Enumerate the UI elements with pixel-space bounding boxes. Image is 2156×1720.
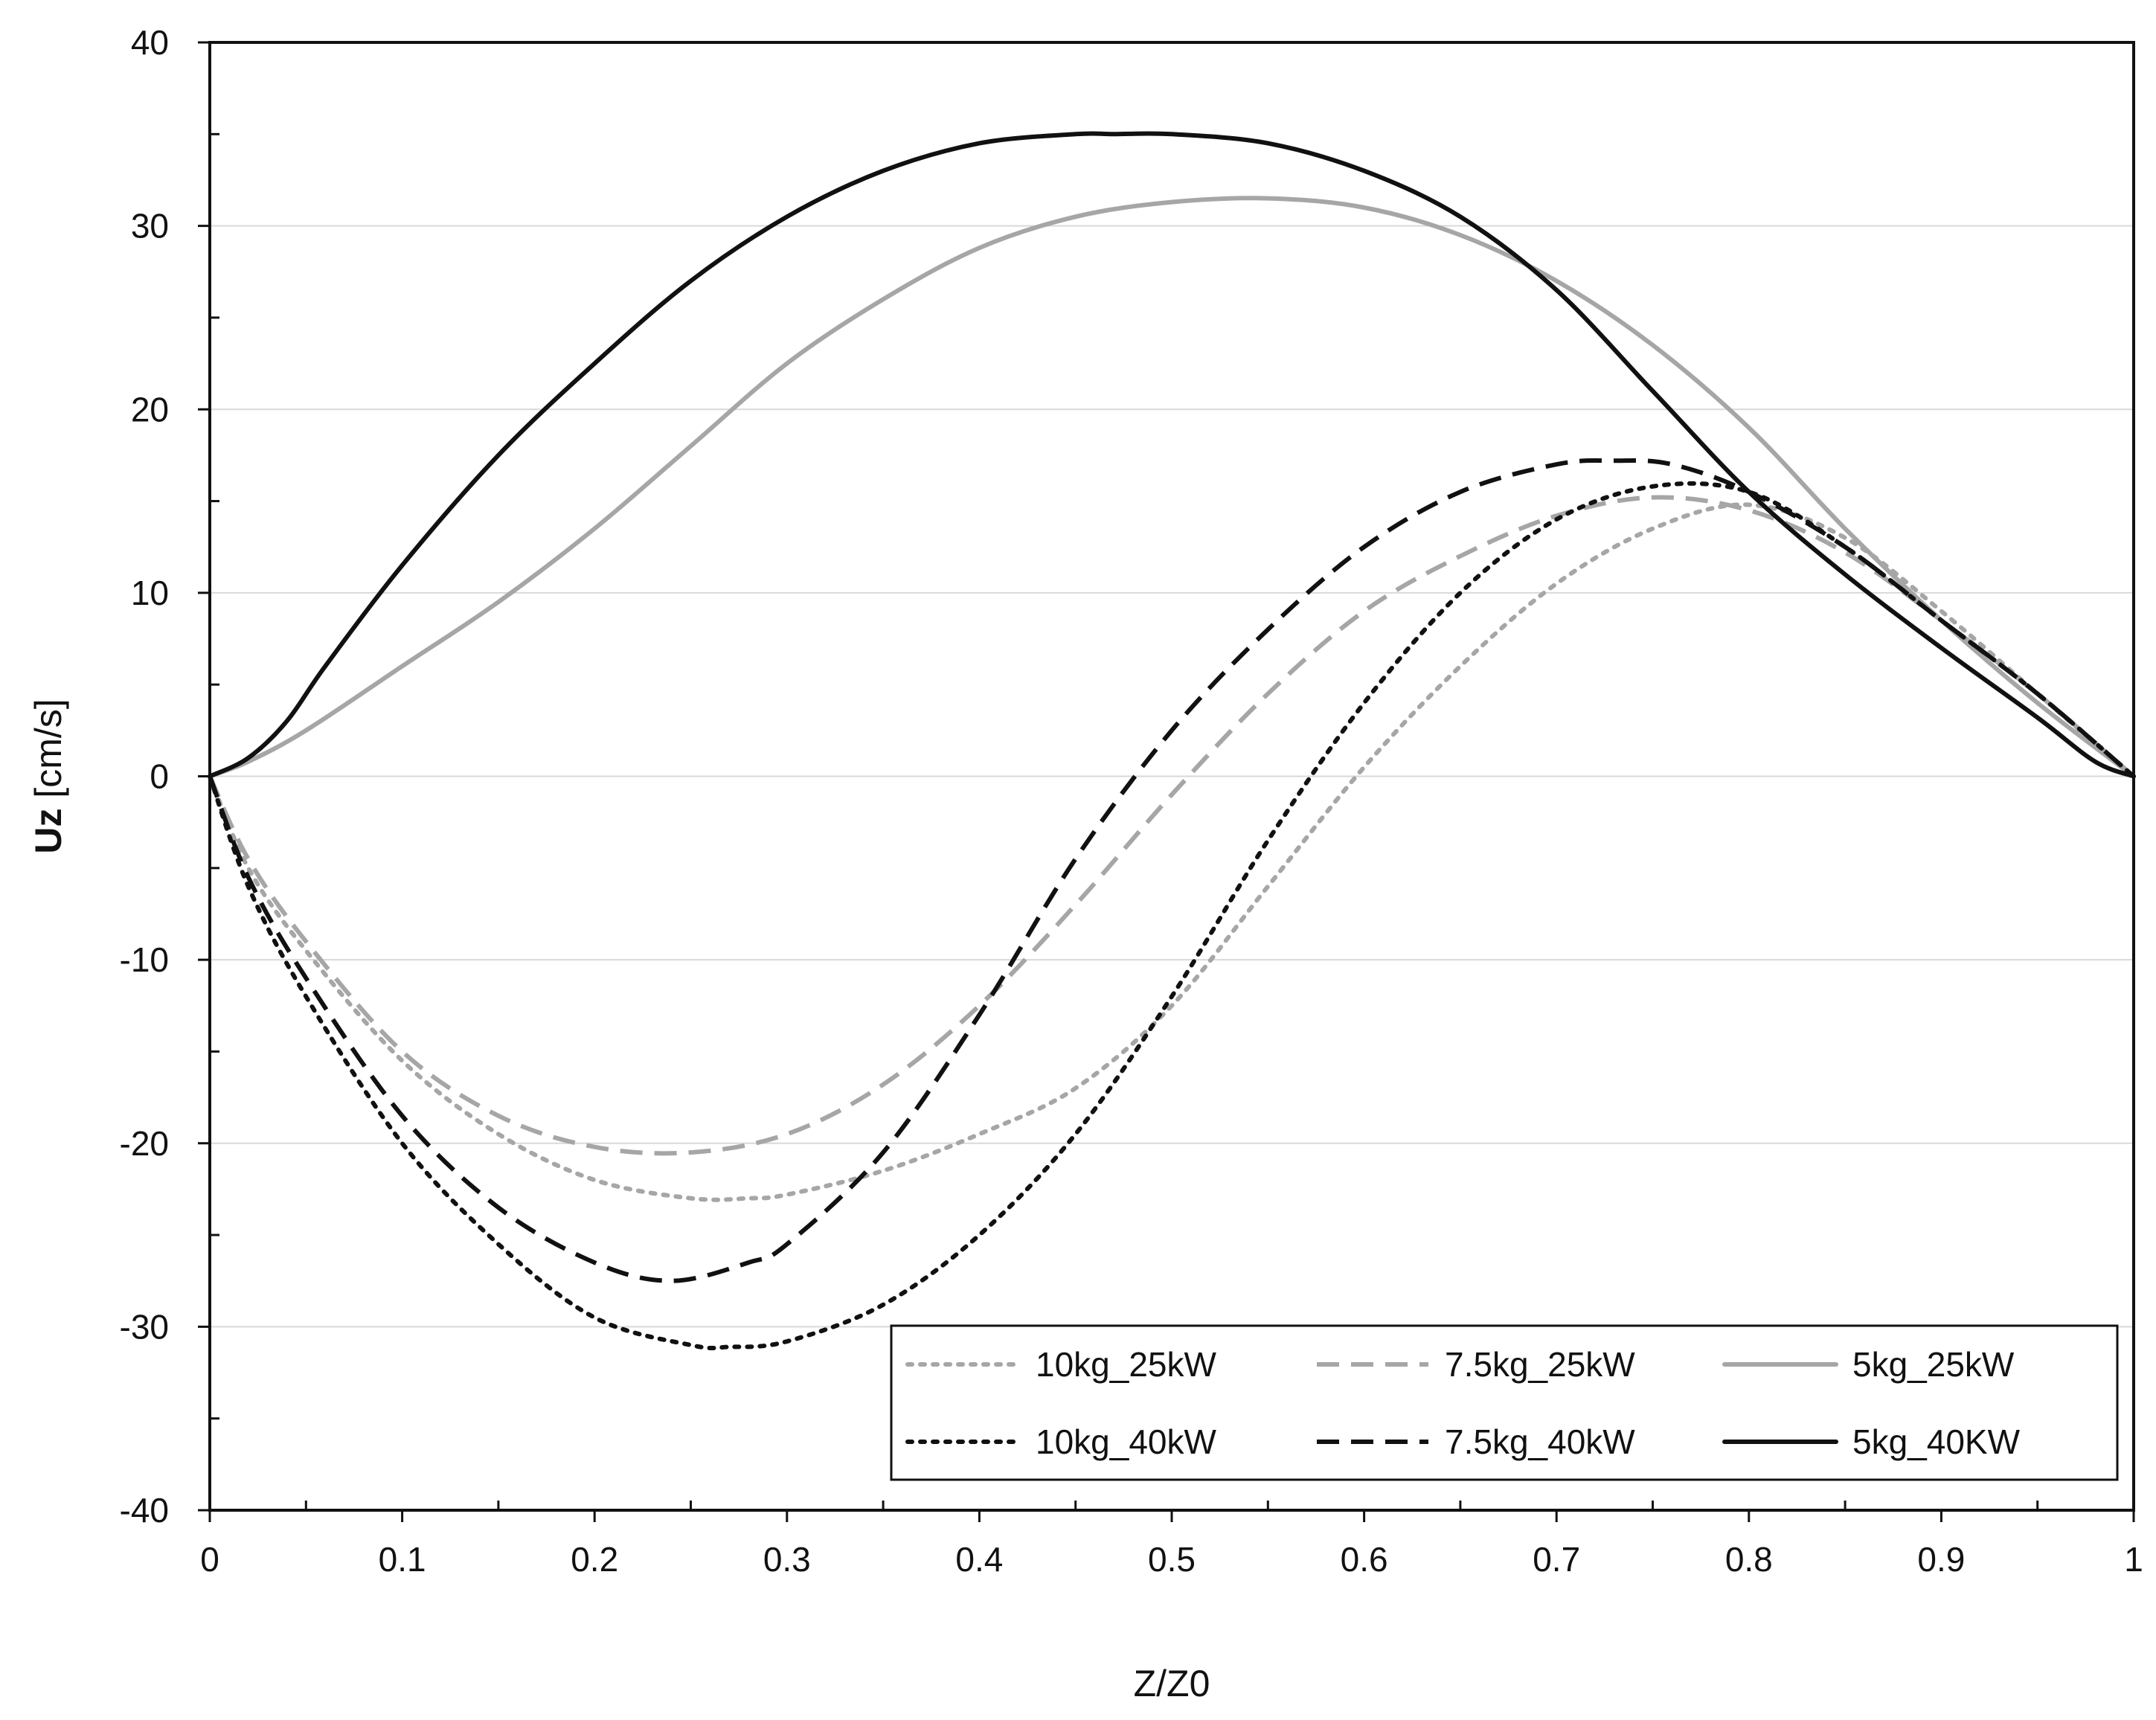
x-axis-tick-labels: 0 0.1 0.2 0.3 0.4 0.5 0.6 0.7 0.8 0.9 1 bbox=[200, 1540, 2143, 1579]
y-tick-label: 20 bbox=[131, 390, 169, 429]
legend-label-5kg-40kw: 5kg_40KW bbox=[1852, 1422, 2021, 1461]
legend-label-10kg-25kw: 10kg_25kW bbox=[1036, 1345, 1216, 1384]
y-tick-label: -40 bbox=[120, 1491, 169, 1530]
gridlines bbox=[210, 225, 2134, 1328]
legend: 10kg_25kW 7.5kg_25kW 5kg_25kW 10kg_40kW 7.5k… bbox=[890, 1324, 2119, 1481]
x-tick-label: 0.1 bbox=[379, 1540, 426, 1579]
legend-box bbox=[890, 1324, 2119, 1481]
legend-label-7-5kg-25kw: 7.5kg_25kW bbox=[1445, 1345, 1635, 1384]
x-tick-label: 0.2 bbox=[571, 1540, 618, 1579]
legend-label-10kg-40kw: 10kg_40kW bbox=[1036, 1422, 1216, 1461]
y-tick-label: 40 bbox=[131, 23, 169, 62]
y-axis-title: Uz [cm/s] bbox=[28, 699, 69, 853]
series-line-7-5kg-25kw bbox=[208, 495, 2135, 1156]
series-line-10kg-40kw bbox=[208, 481, 2136, 1351]
x-tick-label: 0 bbox=[200, 1540, 219, 1579]
y-axis-title-symbol: Uz bbox=[28, 809, 69, 854]
series-line-7-5kg-40kw bbox=[208, 458, 2135, 1283]
x-tick-label: 0.8 bbox=[1725, 1540, 1773, 1579]
y-tick-label: 30 bbox=[131, 207, 169, 246]
y-tick-label: 10 bbox=[131, 574, 169, 612]
y-tick-label: 0 bbox=[150, 757, 169, 796]
y-tick-label: -30 bbox=[120, 1307, 169, 1346]
series-line-5kg-25kw bbox=[208, 196, 2136, 779]
y-axis-tick-labels: -40 -30 -20 -10 0 10 20 30 40 bbox=[120, 23, 169, 1530]
axis-ticks bbox=[198, 41, 2135, 1522]
series-line-5kg-40kw bbox=[208, 131, 2136, 779]
x-axis-title: Z/Z0 bbox=[1134, 1663, 1210, 1704]
x-tick-label: 0.7 bbox=[1533, 1540, 1580, 1579]
x-tick-label: 0.6 bbox=[1341, 1540, 1388, 1579]
x-tick-label: 1 bbox=[2124, 1540, 2143, 1579]
y-axis-title-unit: [cm/s] bbox=[28, 699, 69, 808]
series-layer bbox=[208, 131, 2136, 1351]
legend-label-5kg-25kw: 5kg_25kW bbox=[1852, 1345, 2015, 1384]
x-tick-label: 0.3 bbox=[763, 1540, 811, 1579]
x-tick-label: 0.9 bbox=[1917, 1540, 1965, 1579]
y-tick-label: -10 bbox=[120, 940, 169, 979]
legend-label-7-5kg-40kw: 7.5kg_40kW bbox=[1445, 1422, 1635, 1461]
x-tick-label: 0.4 bbox=[955, 1540, 1003, 1579]
y-tick-label: -20 bbox=[120, 1124, 169, 1163]
x-tick-label: 0.5 bbox=[1148, 1540, 1196, 1579]
